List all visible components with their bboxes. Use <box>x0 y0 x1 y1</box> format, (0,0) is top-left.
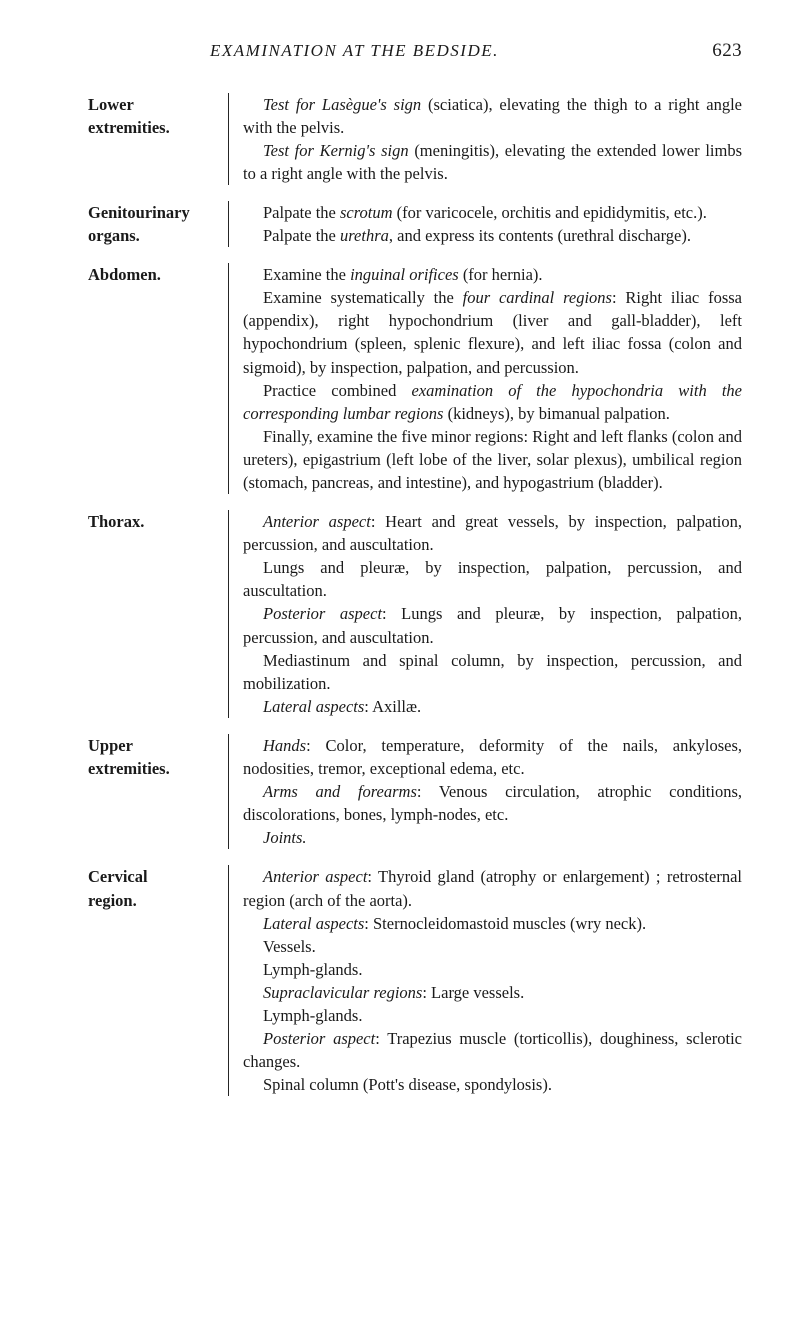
entry-paragraph: Palpate the scrotum (for varicocele, orc… <box>243 201 742 224</box>
entry-paragraph: Vessels. <box>243 935 742 958</box>
entry-paragraph: Supraclavicular regions: Large vessels. <box>243 981 742 1004</box>
entry-body: Palpate the scrotum (for varicocele, orc… <box>228 201 742 247</box>
entry-paragraph: Palpate the urethra, and express its con… <box>243 224 742 247</box>
entry-paragraph: Test for Kernig's sign (meningitis), ele… <box>243 139 742 185</box>
entry-body: Examine the inguinal orifices (for herni… <box>228 263 742 494</box>
entry-paragraph: Lymph-glands. <box>243 958 742 981</box>
entry-paragraph: Examine the inguinal orifices (for herni… <box>243 263 742 286</box>
entry-paragraph: Anterior aspect: Heart and great vessels… <box>243 510 742 556</box>
entry-paragraph: Posterior aspect: Lungs and pleuræ, by i… <box>243 602 742 648</box>
entry-row: Abdomen. Examine the inguinal orifices (f… <box>88 263 742 494</box>
page-number: 623 <box>712 38 742 65</box>
entry-paragraph: Arms and forearms: Venous circulation, a… <box>243 780 742 826</box>
entry-paragraph: Hands: Color, temperature, deformity of … <box>243 734 742 780</box>
page-header: EXAMINATION AT THE BEDSIDE. 623 <box>88 38 742 65</box>
entry-row: Cervicalregion. Anterior aspect: Thyroid … <box>88 865 742 1096</box>
entry-label: Abdomen. <box>88 263 228 494</box>
entry-paragraph: Lymph-glands. <box>243 1004 742 1027</box>
entry-label: Lowerextremities. <box>88 93 228 185</box>
entry-paragraph: Joints. <box>243 826 742 849</box>
entry-paragraph: Posterior aspect: Trapezius muscle (tort… <box>243 1027 742 1073</box>
entry-paragraph: Examine systematically the four cardinal… <box>243 286 742 378</box>
entry-row: Upperextremities. Hands: Color, temperatu… <box>88 734 742 849</box>
entry-paragraph: Spinal column (Pott's disease, spondylos… <box>243 1073 742 1096</box>
entry-body: Test for Lasègue's sign (sciatica), elev… <box>228 93 742 185</box>
entry-label: Upperextremities. <box>88 734 228 849</box>
entry-paragraph: Lateral aspects: Sternocleidomastoid mus… <box>243 912 742 935</box>
running-head: EXAMINATION AT THE BEDSIDE. <box>88 39 499 63</box>
entries-container: Lowerextremities. Test for Lasègue's sign… <box>88 93 742 1097</box>
entry-paragraph: Test for Lasègue's sign (sciatica), elev… <box>243 93 742 139</box>
entry-body: Hands: Color, temperature, deformity of … <box>228 734 742 849</box>
entry-paragraph: Finally, examine the five minor regions:… <box>243 425 742 494</box>
entry-row: Lowerextremities. Test for Lasègue's sign… <box>88 93 742 185</box>
entry-row: Thorax. Anterior aspect: Heart and great … <box>88 510 742 718</box>
entry-body: Anterior aspect: Thyroid gland (atrophy … <box>228 865 742 1096</box>
entry-body: Anterior aspect: Heart and great vessels… <box>228 510 742 718</box>
entry-paragraph: Mediastinum and spinal column, by inspec… <box>243 649 742 695</box>
entry-label: Genitourinaryorgans. <box>88 201 228 247</box>
entry-paragraph: Practice combined examination of the hyp… <box>243 379 742 425</box>
entry-paragraph: Lungs and pleuræ, by inspection, palpati… <box>243 556 742 602</box>
entry-paragraph: Anterior aspect: Thyroid gland (atrophy … <box>243 865 742 911</box>
entry-row: Genitourinaryorgans. Palpate the scrotum … <box>88 201 742 247</box>
entry-label: Thorax. <box>88 510 228 718</box>
entry-paragraph: Lateral aspects: Axillæ. <box>243 695 742 718</box>
entry-label: Cervicalregion. <box>88 865 228 1096</box>
